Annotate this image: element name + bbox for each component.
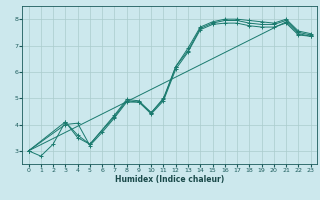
X-axis label: Humidex (Indice chaleur): Humidex (Indice chaleur) xyxy=(115,175,224,184)
